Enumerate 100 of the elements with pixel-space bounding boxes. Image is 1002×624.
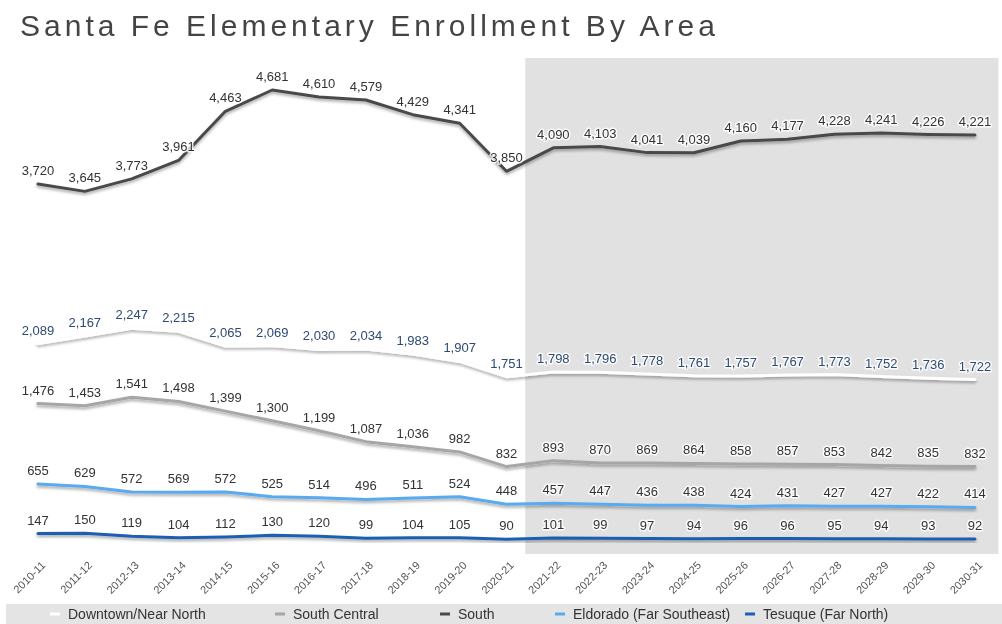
data-label: 572: [120, 471, 143, 487]
data-label: 2,215: [162, 310, 195, 326]
data-label: 431: [776, 484, 799, 500]
data-label: 147: [27, 512, 49, 528]
data-label: 511: [402, 477, 424, 492]
data-label: 101: [542, 517, 565, 533]
data-label: 1,767: [771, 354, 804, 370]
data-label: 2,065: [209, 324, 242, 340]
data-label: 4,463: [209, 90, 242, 106]
data-label: 94: [686, 517, 702, 533]
data-label: 150: [74, 512, 96, 528]
data-label: 1,778: [630, 353, 664, 369]
data-label: 3,773: [115, 157, 148, 173]
data-label: 1,752: [865, 355, 898, 371]
data-label: 1,498: [162, 380, 195, 396]
data-label: 2,167: [68, 314, 102, 330]
data-label: 1,796: [583, 351, 617, 367]
data-label: 524: [448, 475, 471, 491]
data-label: 96: [780, 517, 795, 533]
legend-label: Tesuque (Far North): [763, 606, 889, 622]
data-label: 4,041: [630, 131, 664, 147]
data-label: 1,541: [115, 376, 148, 392]
data-label: 4,226: [911, 113, 945, 129]
data-label: 1,907: [443, 340, 476, 356]
data-label: 1,476: [21, 382, 55, 398]
data-label: 4,681: [255, 69, 289, 84]
data-label: 424: [729, 485, 752, 501]
data-label: 3,645: [68, 170, 102, 186]
data-label: 1,757: [724, 355, 758, 371]
data-label: 4,429: [396, 93, 430, 109]
data-label: 447: [589, 483, 612, 499]
data-label: 832: [495, 445, 518, 461]
data-label: 119: [121, 515, 143, 531]
data-label: 97: [639, 517, 655, 533]
data-label: 4,160: [724, 119, 758, 135]
data-label: 4,228: [818, 113, 851, 129]
data-label: 1,453: [68, 384, 102, 400]
data-label: 104: [167, 516, 190, 532]
data-label: 427: [823, 485, 846, 501]
data-label: 99: [358, 517, 374, 533]
data-label: 572: [214, 471, 237, 487]
data-label: 457: [542, 482, 565, 498]
data-label: 2,034: [349, 327, 383, 343]
data-label: 2,247: [115, 307, 148, 323]
data-label: 4,341: [443, 102, 476, 118]
data-label: 858: [729, 443, 752, 459]
data-label: 832: [964, 445, 986, 461]
data-label: 422: [917, 485, 939, 501]
data-label: 4,039: [677, 131, 711, 147]
data-label: 569: [167, 471, 190, 487]
data-label: 1,087: [349, 420, 383, 436]
data-label: 4,090: [537, 126, 570, 142]
data-label: 90: [499, 518, 514, 534]
data-label: 3,720: [21, 163, 55, 179]
data-label: 655: [27, 462, 49, 478]
data-label: 4,221: [958, 114, 992, 130]
data-label: 870: [589, 441, 612, 457]
data-label: 864: [683, 442, 705, 458]
data-label: 1,983: [396, 332, 430, 348]
data-label: 448: [495, 483, 518, 499]
data-label: 2,069: [255, 324, 289, 340]
data-label: 1,773: [818, 353, 851, 369]
data-label: 1,722: [958, 358, 992, 374]
data-label: 4,241: [865, 112, 898, 128]
data-label: 94: [874, 517, 889, 533]
data-label: 436: [636, 484, 658, 500]
data-label: 120: [308, 515, 330, 531]
legend-label: Eldorado (Far Southeast): [573, 606, 731, 622]
data-label: 1,798: [537, 351, 570, 367]
data-label: 1,300: [255, 399, 289, 415]
data-label: 93: [920, 517, 936, 533]
data-label: 4,579: [349, 78, 383, 94]
legend-label: Downtown/Near North: [68, 606, 206, 622]
data-label: 99: [592, 517, 608, 533]
data-label: 130: [261, 514, 284, 530]
data-label: 438: [683, 484, 705, 500]
data-label: 629: [74, 465, 96, 481]
data-label: 869: [636, 441, 658, 457]
data-label: 112: [215, 516, 236, 532]
data-label: 4,103: [583, 125, 617, 141]
data-label: 1,199: [302, 409, 336, 425]
data-label: 842: [870, 444, 893, 460]
data-label: 1,761: [677, 354, 711, 370]
data-label: 2,089: [21, 322, 55, 338]
data-label: 4,177: [771, 118, 804, 134]
data-label: 525: [261, 475, 284, 491]
data-label: 514: [308, 476, 330, 492]
data-label: 2,030: [302, 328, 336, 344]
data-label: 427: [870, 485, 893, 501]
data-label: 1,751: [490, 355, 523, 371]
chart-title: Santa Fe Elementary Enrollment By Area: [20, 9, 719, 42]
data-label: 92: [967, 518, 983, 533]
data-label: 857: [776, 443, 799, 459]
data-label: 982: [448, 430, 471, 446]
data-label: 853: [823, 443, 846, 459]
data-label: 1,736: [911, 357, 945, 373]
legend-label: South Central: [293, 606, 379, 622]
data-label: 104: [401, 516, 424, 532]
legend-label: South: [458, 606, 495, 622]
data-label: 414: [964, 486, 986, 502]
